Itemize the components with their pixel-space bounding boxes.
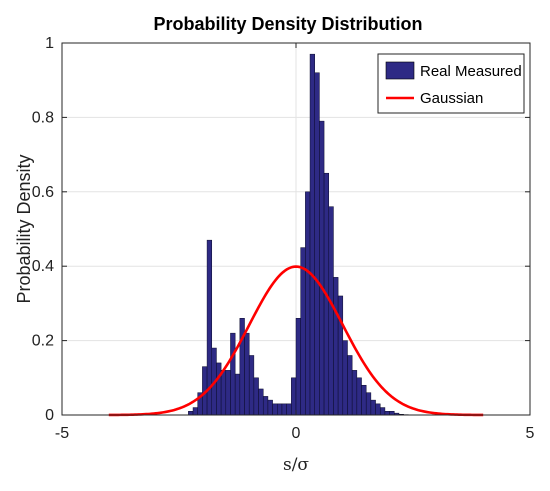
y-tick-label: 0.4 — [32, 258, 54, 275]
histogram-bar — [220, 370, 227, 416]
histogram-bar — [375, 403, 381, 416]
histogram-bar — [389, 411, 395, 416]
histogram-bar — [305, 191, 311, 416]
legend-label-gaussian: Gaussian — [420, 90, 483, 107]
histogram-bar — [379, 407, 386, 416]
histogram-bar — [234, 373, 241, 416]
y-tick-label: 0.6 — [32, 184, 54, 201]
histogram-bar — [281, 403, 287, 416]
y-tick-label: 1 — [45, 35, 54, 52]
y-axis-label: Probability Density — [14, 154, 34, 303]
histogram-bar — [262, 396, 269, 416]
histogram-bar — [267, 399, 273, 416]
y-tick-label: 0.8 — [32, 109, 54, 126]
legend: Real Measured Gaussian — [377, 53, 525, 114]
histogram-bar — [248, 355, 255, 416]
x-tick-label: 0 — [292, 425, 301, 442]
x-tick-label: 5 — [526, 425, 535, 442]
histogram-bar — [300, 247, 306, 416]
histogram-bar — [295, 318, 301, 416]
histogram-bar — [258, 388, 264, 416]
y-axis-ticks: 0 0.2 0.4 0.6 0.8 1 — [32, 35, 530, 424]
histogram-bar — [314, 72, 320, 416]
x-tick-label: -5 — [55, 425, 69, 442]
histogram-bar — [333, 277, 339, 416]
legend-label-real-measured: Real Measured — [420, 63, 522, 80]
histogram-bar — [337, 295, 344, 416]
chart-title: Probability Density Distribution — [153, 14, 422, 34]
histogram-bar — [216, 362, 222, 416]
histogram-bar — [291, 377, 297, 416]
histogram-bar — [384, 411, 390, 416]
histogram-bar — [230, 332, 236, 416]
histogram-bar — [319, 120, 325, 416]
histogram-bar — [361, 384, 367, 416]
histogram-bar — [286, 403, 292, 416]
histogram-bar — [356, 377, 362, 416]
histogram-bar — [277, 403, 283, 416]
histogram-bar — [347, 355, 353, 416]
y-tick-label: 0.2 — [32, 333, 54, 350]
gaussian-curve — [108, 265, 484, 417]
histogram-bar — [370, 399, 376, 416]
histogram-bar — [272, 403, 278, 416]
histogram-bar — [351, 370, 358, 416]
histogram-bar — [342, 340, 348, 416]
histogram-bar — [244, 332, 250, 416]
y-tick-label: 0 — [45, 407, 54, 424]
histogram-bar — [192, 407, 198, 416]
histogram-bar — [253, 377, 259, 416]
histogram-bar — [365, 392, 372, 416]
histogram-bar — [188, 411, 194, 416]
x-axis-ticks: -5 0 5 — [55, 43, 535, 442]
x-axis-label: s/σ — [283, 455, 309, 475]
histogram-bar — [309, 53, 315, 416]
legend-swatch-real-measured — [385, 61, 415, 80]
histogram-bar — [328, 206, 334, 416]
histogram-bar — [225, 370, 231, 416]
